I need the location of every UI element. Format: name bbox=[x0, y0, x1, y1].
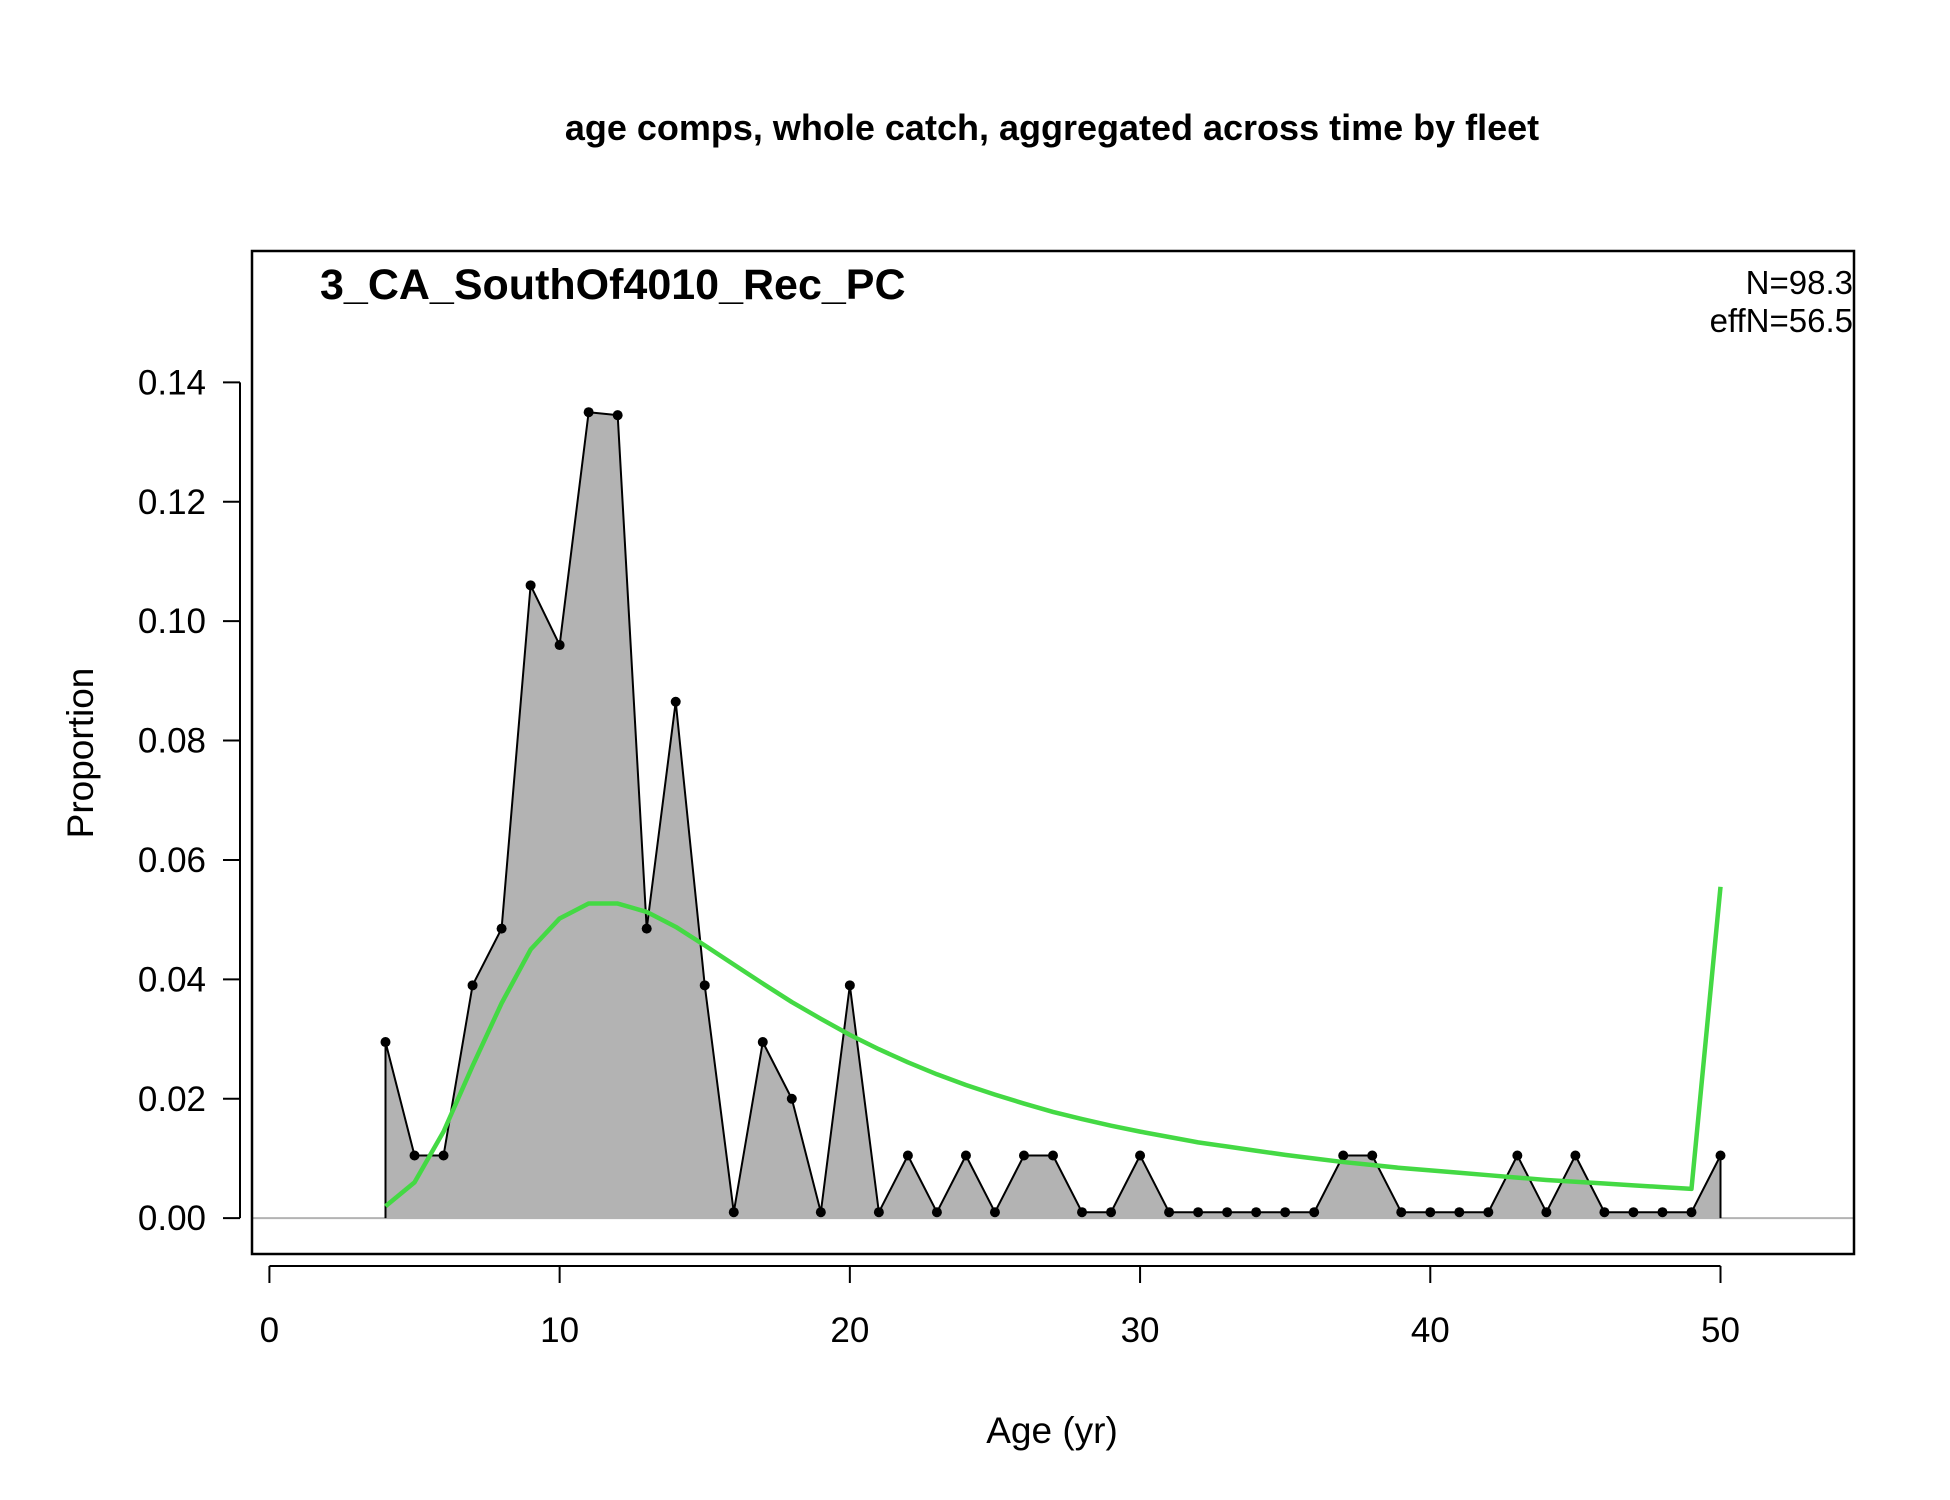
observed-point bbox=[931, 1207, 942, 1218]
observed-point bbox=[438, 1150, 449, 1161]
x-tick-label: 40 bbox=[1411, 1311, 1450, 1350]
observed-point bbox=[1715, 1150, 1726, 1161]
observed-point bbox=[960, 1150, 971, 1161]
x-tick-label: 20 bbox=[830, 1311, 869, 1350]
observed-point bbox=[641, 923, 652, 934]
observed-point bbox=[786, 1093, 797, 1104]
panel-label: 3_CA_SouthOf4010_Rec_PC bbox=[320, 261, 906, 309]
observed-point bbox=[989, 1207, 1000, 1218]
observed-point bbox=[1599, 1207, 1610, 1218]
sample-size-label: N=98.3 bbox=[1746, 264, 1853, 301]
observed-point bbox=[1367, 1150, 1378, 1161]
y-tick-label: 0.02 bbox=[138, 1080, 206, 1119]
observed-point bbox=[844, 980, 855, 991]
plot-frame bbox=[250, 249, 1856, 1256]
observed-point bbox=[728, 1207, 739, 1218]
x-tick-label: 0 bbox=[260, 1311, 279, 1350]
observed-point bbox=[1396, 1207, 1407, 1218]
observed-point bbox=[1309, 1207, 1320, 1218]
x-tick-label: 30 bbox=[1121, 1311, 1160, 1350]
observed-point bbox=[380, 1037, 391, 1048]
observed-point bbox=[1280, 1207, 1291, 1218]
y-tick-label: 0.08 bbox=[138, 722, 206, 761]
y-tick-label: 0.14 bbox=[138, 363, 206, 402]
observed-area bbox=[385, 412, 1721, 1219]
observed-point bbox=[1135, 1150, 1146, 1161]
observed-point bbox=[612, 410, 623, 421]
observed-point bbox=[1686, 1207, 1697, 1218]
observed-point bbox=[496, 923, 507, 934]
observed-point bbox=[1164, 1207, 1175, 1218]
y-tick-label: 0.04 bbox=[138, 960, 206, 999]
y-tick-label: 0.06 bbox=[138, 841, 206, 880]
observed-point bbox=[525, 580, 536, 591]
observed-point bbox=[1657, 1207, 1668, 1218]
observed-point bbox=[815, 1207, 826, 1218]
observed-point bbox=[1222, 1207, 1233, 1218]
y-axis: 0.00 0.02 0.04 0.06 0.08 0.10 0.12 0.14 bbox=[138, 363, 241, 1238]
plot-area bbox=[252, 407, 1854, 1220]
observed-point bbox=[1541, 1207, 1552, 1218]
effective-sample-size-label: effN=56.5 bbox=[1710, 302, 1853, 339]
observed-point bbox=[1048, 1150, 1058, 1161]
observed-point bbox=[670, 696, 681, 707]
y-tick-label: 0.00 bbox=[138, 1199, 206, 1238]
observed-point bbox=[583, 407, 594, 418]
observed-point bbox=[1251, 1207, 1262, 1218]
chart-title: age comps, whole catch, aggregated acros… bbox=[565, 107, 1539, 148]
observed-point bbox=[467, 980, 478, 991]
observed-point bbox=[902, 1150, 913, 1161]
observed-point bbox=[1628, 1207, 1639, 1218]
observed-point bbox=[757, 1037, 768, 1048]
observed-point bbox=[409, 1150, 420, 1161]
observed-point bbox=[1454, 1207, 1465, 1218]
x-axis-label: Age (yr) bbox=[986, 1410, 1118, 1451]
y-tick-label: 0.10 bbox=[138, 602, 206, 641]
observed-point bbox=[1338, 1150, 1349, 1161]
x-axis: 0 10 20 30 40 50 bbox=[260, 1265, 1740, 1350]
observed-point bbox=[1512, 1150, 1523, 1161]
y-tick-label: 0.12 bbox=[138, 483, 206, 522]
observed-point bbox=[1193, 1207, 1204, 1218]
observed-point bbox=[1018, 1150, 1029, 1161]
observed-point bbox=[1077, 1207, 1088, 1218]
observed-point bbox=[1425, 1207, 1436, 1218]
y-axis-label: Proportion bbox=[60, 668, 101, 839]
x-tick-label: 50 bbox=[1701, 1311, 1740, 1350]
observed-point bbox=[554, 640, 565, 651]
observed-point bbox=[699, 980, 710, 991]
observed-point bbox=[1106, 1207, 1117, 1218]
expected-line bbox=[384, 886, 1723, 1208]
observed-point bbox=[1570, 1150, 1581, 1161]
observed-point bbox=[1483, 1207, 1494, 1218]
observed-point bbox=[873, 1207, 884, 1218]
x-tick-label: 10 bbox=[540, 1311, 579, 1350]
